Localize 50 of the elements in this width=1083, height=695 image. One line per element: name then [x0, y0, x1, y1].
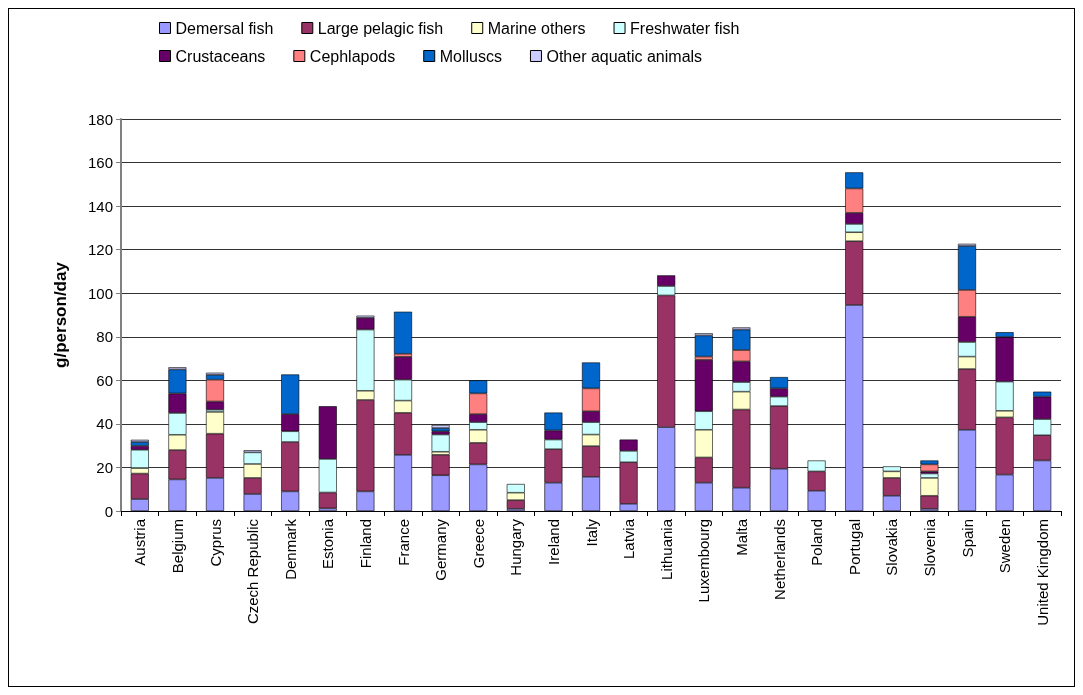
x-tick-label: Ireland — [544, 519, 562, 565]
y-tick-label: 0 — [104, 502, 113, 520]
x-tick-label: Slovenia — [920, 518, 938, 577]
bar — [694, 335, 713, 357]
x-tick-label: United Kingdom — [1033, 519, 1051, 626]
x-tick-label: Latvia — [620, 518, 638, 560]
x-tick-label: Malta — [732, 518, 750, 556]
y-tick-label: 80 — [96, 328, 113, 346]
x-tick-label: Estonia — [319, 518, 337, 570]
y-tick-label: 40 — [96, 415, 113, 433]
x-tick-label: Belgium — [168, 519, 186, 574]
x-tick-label: Finland — [356, 519, 374, 569]
legend-label: Demersal fish — [175, 19, 274, 37]
x-tick-label: Poland — [808, 519, 826, 566]
bar — [920, 464, 939, 472]
x-tick-label: Sweden — [996, 519, 1014, 574]
x-tick-label: Luxembourg — [695, 519, 713, 603]
x-tick-label: Lithuania — [657, 518, 675, 580]
y-tick-label: 160 — [87, 154, 113, 172]
y-tick-label: 120 — [87, 241, 113, 259]
x-tick-label: Netherlands — [770, 519, 788, 600]
y-tick-label: 180 — [87, 110, 113, 128]
x-tick-label: Hungary — [507, 518, 525, 576]
bar — [393, 311, 413, 354]
x-tick-label: Greece — [469, 519, 487, 569]
x-tick-label: Slovakia — [883, 518, 901, 576]
y-tick-label: 20 — [96, 458, 113, 476]
x-tick-label: Germany — [432, 518, 450, 581]
legend-label: Molluscs — [439, 47, 502, 65]
x-tick-label: France — [394, 519, 412, 566]
x-tick-label: Czech Republic — [244, 518, 262, 625]
legend-label: Other aquatic animals — [546, 47, 703, 65]
y-axis-title: g/person/day — [51, 261, 70, 368]
legend-label: Marine others — [487, 19, 586, 37]
bar — [431, 434, 450, 452]
x-tick-label: Spain — [958, 519, 976, 558]
y-tick-label: 60 — [96, 371, 113, 389]
bar — [130, 441, 149, 446]
legend-label: Cephlapods — [309, 47, 396, 65]
y-tick-label: 100 — [87, 284, 113, 302]
legend-label: Freshwater fish — [630, 19, 740, 37]
x-tick-label: Portugal — [845, 519, 863, 575]
x-tick-label: Italy — [582, 518, 600, 547]
bar — [431, 424, 450, 429]
legend-label: Large pelagic fish — [317, 19, 444, 37]
legend-label: Crustaceans — [175, 47, 266, 65]
x-tick-label: Denmark — [281, 518, 299, 580]
x-tick-label: Cyprus — [206, 519, 224, 567]
x-tick-label: Austria — [131, 518, 149, 566]
y-tick-label: 140 — [87, 197, 113, 215]
